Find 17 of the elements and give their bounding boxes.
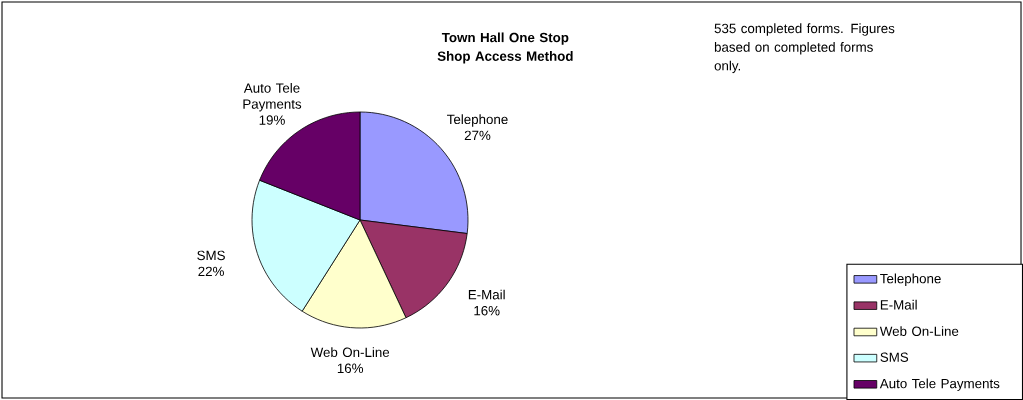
slice-label: SMS: [197, 250, 225, 261]
slice-label: Telephone: [447, 114, 508, 127]
slice-label: E-Mail: [468, 289, 505, 300]
legend-label: Telephone: [880, 273, 941, 286]
text: 535 completed forms. Figures based on completed forms only.: [714, 23, 895, 74]
data-label: 27%: [464, 130, 491, 141]
chart-title: Town Hall One Stop Shop Access Method: [437, 32, 573, 64]
data-label: 16%: [337, 363, 364, 374]
legend-label: Auto Tele Payments: [879, 378, 1000, 391]
legend-label: Web On-Line: [879, 326, 959, 336]
data-label: 22%: [198, 266, 224, 277]
data-label: 19%: [259, 115, 285, 125]
slice-label: Auto Tele Payments: [243, 82, 302, 112]
legend-label: E-Mail: [880, 299, 917, 310]
data-label: 16%: [474, 305, 500, 316]
slice-label: Web On-Line: [310, 347, 390, 358]
legend-label: SMS: [880, 352, 909, 362]
